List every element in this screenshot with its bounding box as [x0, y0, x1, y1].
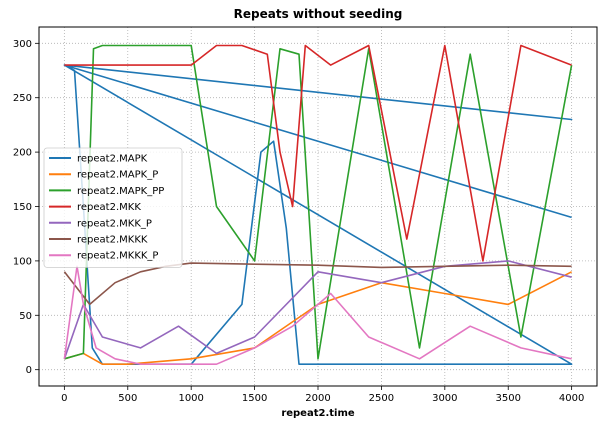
- y-tick-label: 200: [13, 148, 32, 159]
- y-tick-label: 300: [13, 39, 32, 50]
- legend-label: repeat2.MAPK_PP: [77, 186, 164, 197]
- x-axis-label: repeat2.time: [281, 408, 355, 419]
- x-tick-label: 2000: [305, 393, 330, 404]
- x-tick-label: 500: [118, 393, 137, 404]
- x-tick-label: 3500: [496, 393, 521, 404]
- plot-area: [63, 44, 573, 366]
- legend: repeat2.MAPK repeat2.MAPK_P repeat2.MAPK_P…: [43, 147, 183, 268]
- legend-label: repeat2.MAPK: [77, 154, 148, 165]
- x-tick-label: 0: [61, 393, 67, 404]
- x-tick-label: 3000: [432, 393, 457, 404]
- series-line-repeat2-mkkk-p: [63, 265, 572, 366]
- series-line-repeat2-mkkk: [63, 262, 572, 306]
- series-line-repeat2-mapk: [63, 64, 573, 366]
- legend-label: repeat2.MKK: [77, 202, 141, 213]
- legend-box: [43, 147, 183, 268]
- y-axis: 0 50 100 150 200 250 300: [13, 39, 39, 376]
- series-line-repeat2-mkk: [64, 44, 572, 262]
- x-tick-label: 2500: [369, 393, 394, 404]
- legend-label: repeat2.MKKK: [77, 235, 148, 246]
- chart-title: Repeats without seeding: [234, 7, 403, 21]
- y-tick-label: 150: [13, 202, 32, 213]
- y-tick-label: 250: [13, 93, 32, 104]
- x-tick-label: 4000: [559, 393, 584, 404]
- x-tick-label: 1500: [242, 393, 267, 404]
- x-tick-label: 1000: [178, 393, 203, 404]
- y-tick-label: 0: [26, 365, 32, 376]
- y-tick-label: 100: [13, 256, 32, 267]
- legend-label: repeat2.MAPK_P: [77, 170, 158, 181]
- y-tick-label: 50: [19, 311, 32, 322]
- series-layer: [63, 44, 573, 366]
- series-line-repeat2-mapk-pp: [64, 44, 573, 360]
- legend-label: repeat2.MKK_P: [77, 218, 152, 229]
- x-axis: 0 500 1000 1500 2000 2500 3000 3500 4000: [61, 386, 584, 404]
- legend-label: repeat2.MKKK_P: [77, 251, 158, 262]
